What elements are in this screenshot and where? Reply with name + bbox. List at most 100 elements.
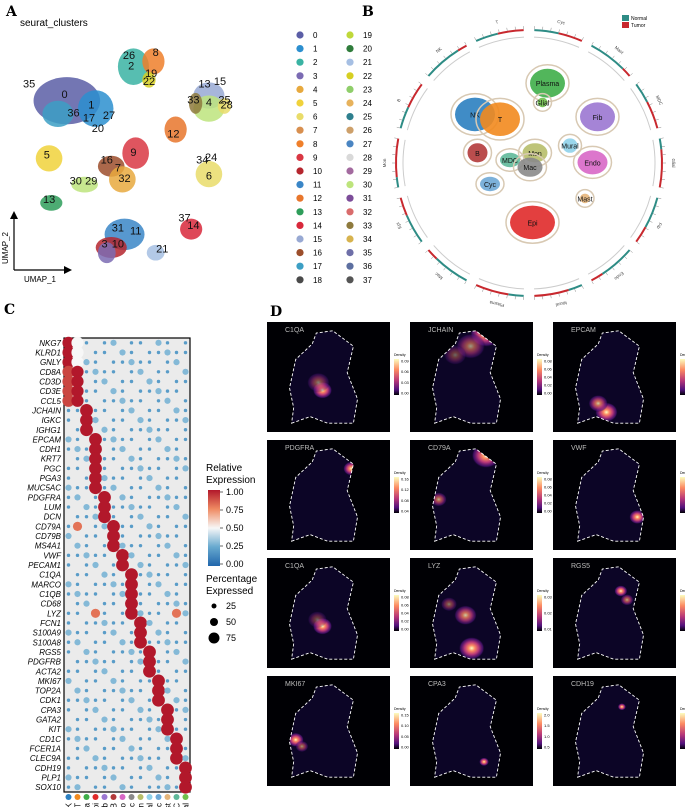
dot-s100a9-t (76, 631, 79, 634)
dot-marco-epi (94, 583, 97, 586)
dot-jchain-t (76, 409, 79, 412)
celltype-axis-label: NK (65, 802, 74, 807)
dot-lyz-cyc (157, 612, 160, 615)
cluster-legend-item: 10 (296, 167, 322, 176)
dot-sox10-epi (94, 785, 97, 788)
celltype-axis-label: Plasma (83, 802, 92, 807)
gene-label: KRT7 (41, 455, 62, 464)
dot-clec9a-epi (92, 755, 98, 761)
cluster-legend-swatch (346, 99, 353, 106)
ring-tick (444, 268, 446, 270)
ring-tick (444, 56, 446, 58)
umap-cluster-label: 36 (67, 107, 79, 119)
ring-tick (613, 56, 615, 58)
dot-acta2-cyc (157, 670, 160, 673)
gene-label: IGHG1 (36, 426, 61, 435)
dot-lum-nk (67, 505, 70, 508)
density-tick: 1.5 (544, 723, 550, 728)
ring-tick (482, 289, 483, 292)
dot-top2a-glial (184, 689, 187, 692)
dot-cdh19-mdc (175, 766, 178, 769)
dot-epcam-cyc (155, 436, 161, 442)
cluster-legend-item: 29 (346, 167, 372, 176)
dot-cdk1-t (76, 699, 79, 702)
density-gene-label: JCHAIN (428, 327, 453, 334)
dot-clec9a-endo (121, 756, 124, 759)
dot-acta2-fib (101, 668, 107, 674)
dot-cdh19-mon (139, 766, 142, 769)
gene-label: KIT (49, 725, 63, 734)
dot-pgc-mdc (175, 467, 178, 470)
dot-clec9a-cyc (157, 756, 160, 759)
dot-cdh1-mast (164, 446, 170, 452)
dot-gnly-epi (94, 360, 97, 363)
celltype-swatch (174, 794, 180, 800)
pct-legend-title-1: Percentage (206, 574, 258, 585)
dot-klrd1-endo (119, 349, 125, 355)
dot-rgs5-nk (67, 650, 70, 653)
umap-cluster-label: 31 (112, 223, 124, 235)
ring-inner-arc (479, 37, 524, 47)
ring-tick (399, 119, 402, 120)
dot-s100a9-mast (166, 631, 169, 634)
dot-fcn1-fib (101, 620, 107, 626)
cluster-legend-label: 0 (313, 31, 318, 40)
ring-inner-arc (631, 196, 651, 238)
dot-cd8a-b (112, 370, 115, 373)
cluster-legend-label: 25 (363, 113, 372, 122)
dot-vwf-plasma (83, 552, 89, 558)
relexp-ticks: 1.000.750.500.250.00 (220, 487, 244, 569)
dot-dcn-mac (130, 515, 133, 518)
ring-tick (559, 29, 560, 32)
dot-lum-plasma (83, 504, 89, 510)
density-gene-label: C1QA (285, 327, 304, 334)
ring-tumor-arc (408, 84, 422, 107)
dot-plp1-plasma (85, 776, 88, 779)
ring-tumor-arc (396, 139, 398, 178)
dot-sox10-nk (67, 785, 70, 788)
cluster-legend-label: 2 (313, 58, 318, 67)
ring-tick (606, 273, 608, 275)
gene-label: TOP2A (35, 687, 61, 696)
dot-pgc-t (76, 467, 79, 470)
dot-cpa3-mon (137, 707, 143, 713)
dot-pdgfra-glial (184, 496, 187, 499)
dot-pdgfrb-epi (92, 658, 98, 664)
dot-sox10-mdc (175, 785, 178, 788)
gene-label: CPA3 (41, 706, 62, 715)
ring-tick (656, 119, 659, 120)
cluster-legend-item: 23 (346, 85, 372, 94)
cluster-legend-item: 13 (296, 208, 322, 217)
dot-krt7-fib (103, 457, 106, 460)
dot-cd79b-mon (139, 534, 142, 537)
dot-fcer1a-mast (166, 747, 169, 750)
density-tick: 0.08 (401, 498, 410, 503)
dot-pecam1-epi (92, 562, 98, 568)
ring-tick (658, 127, 661, 128)
dot-igkc-endo (121, 418, 124, 421)
ring-tumor-arc (559, 33, 582, 41)
gene-label: CCL5 (41, 397, 62, 406)
dot-cd3e-epi (94, 389, 97, 392)
cluster-legend-swatch (346, 195, 353, 202)
cluster-legend-swatch (346, 86, 353, 93)
dot-pecam1-glial (182, 562, 188, 568)
density-gene-label: LYZ (428, 563, 441, 570)
density-gene-label: CPA3 (428, 681, 446, 688)
dot-ccl5-plasma (85, 399, 88, 402)
density-tick: 0.04 (544, 493, 553, 498)
umap-cluster-label: 4 (206, 97, 212, 109)
dot-ccl5-b (112, 399, 115, 402)
dot-c1qa-plasma (85, 573, 88, 576)
cluster-legend-label: 6 (313, 113, 318, 122)
dot-clec9a-t (76, 756, 79, 759)
dot-jchain-mdc (173, 407, 179, 413)
panel-a-title: seurat_clusters (20, 18, 88, 29)
dot-gata2-fib (101, 716, 107, 722)
density-tick: 0.05 (401, 734, 410, 739)
dot-klrd1-glial (184, 351, 187, 354)
dot-plp1-b (110, 774, 116, 780)
dot-klrd1-fib (103, 351, 106, 354)
panel-c: C NKG7KLRD1GNLYCD8ACD3DCD3ECCL5JCHAINIGK… (4, 302, 258, 807)
